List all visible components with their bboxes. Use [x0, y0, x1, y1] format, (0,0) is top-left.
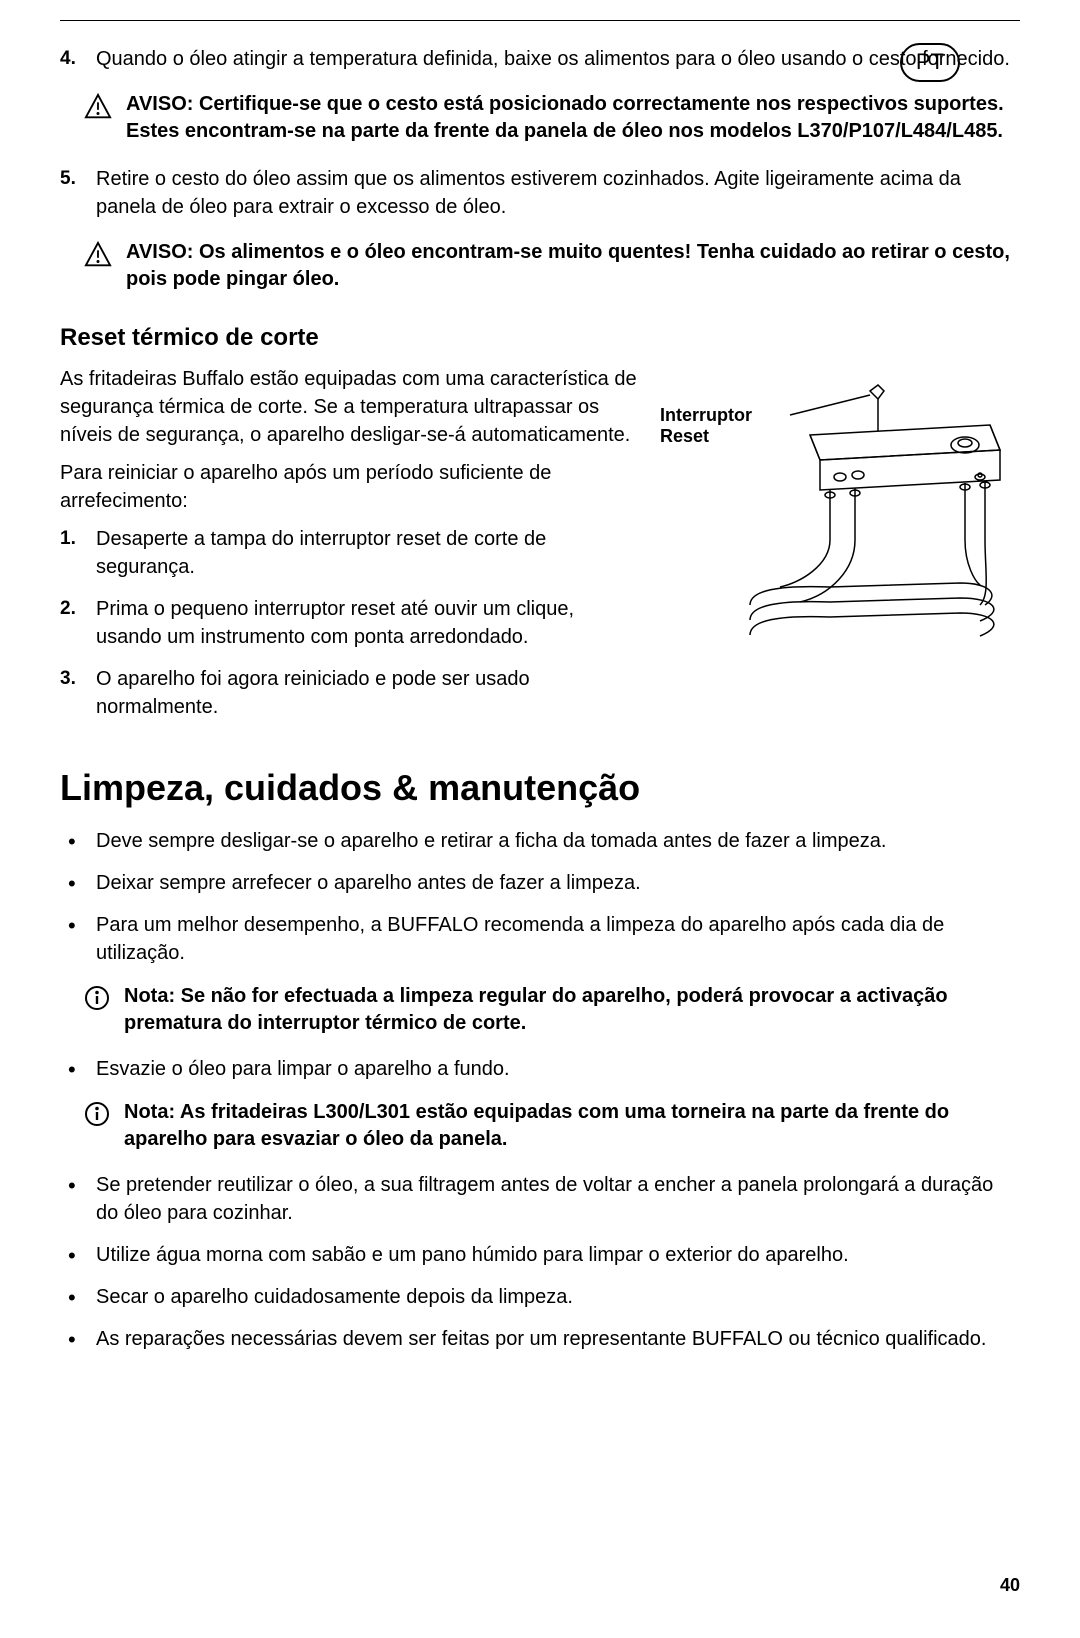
list-item: As reparações necessárias devem ser feit…: [90, 1325, 1020, 1353]
step-4: 4. Quando o óleo atingir a temperatura d…: [90, 45, 1020, 73]
step-5: 5. Retire o cesto do óleo assim que os a…: [90, 165, 1020, 221]
warning-text: AVISO: Os alimentos e o óleo encontram-s…: [126, 239, 1020, 293]
bullet-list-2: Esvazie o óleo para limpar o aparelho a …: [60, 1055, 1020, 1083]
step-num: 4.: [60, 46, 76, 73]
warning-icon: [84, 93, 112, 119]
reset-switch-label: Interruptor Reset: [660, 405, 752, 448]
note-text: Nota: As fritadeiras L300/L301 estão equ…: [124, 1099, 1020, 1153]
step-text: Prima o pequeno interruptor reset até ou…: [96, 598, 574, 648]
step-num: 3.: [60, 666, 76, 693]
list-item: Para um melhor desempenho, a BUFFALO rec…: [90, 911, 1020, 967]
reset-steps: 1. Desaperte a tampa do interruptor rese…: [60, 525, 640, 721]
note-2: Nota: As fritadeiras L300/L301 estão equ…: [60, 1097, 1020, 1161]
list-item: Deve sempre desligar-se o aparelho e ret…: [90, 827, 1020, 855]
step-num: 1.: [60, 526, 76, 553]
reset-diagram-column: Interruptor Reset: [660, 365, 1020, 673]
note-1: Nota: Se não for efectuada a limpeza reg…: [60, 981, 1020, 1045]
section-title: Limpeza, cuidados & manutenção: [60, 763, 1020, 813]
bullet-list-3: Se pretender reutilizar o óleo, a sua fi…: [60, 1171, 1020, 1353]
step-text: Quando o óleo atingir a temperatura defi…: [96, 48, 1010, 70]
list-item: Esvazie o óleo para limpar o aparelho a …: [90, 1055, 1020, 1083]
warning-2: AVISO: Os alimentos e o óleo encontram-s…: [60, 235, 1020, 303]
warning-1: AVISO: Certifique-se que o cesto está po…: [60, 87, 1020, 155]
step-num: 2.: [60, 596, 76, 623]
numbered-list-top-2: 5. Retire o cesto do óleo assim que os a…: [60, 165, 1020, 221]
numbered-list-top: 4. Quando o óleo atingir a temperatura d…: [60, 45, 1020, 73]
page-number: 40: [60, 1573, 1020, 1598]
reset-step-3: 3. O aparelho foi agora reiniciado e pod…: [90, 665, 640, 721]
reset-step-1: 1. Desaperte a tampa do interruptor rese…: [90, 525, 640, 581]
warning-text: AVISO: Certifique-se que o cesto está po…: [126, 91, 1020, 145]
reset-heading: Reset térmico de corte: [60, 321, 1020, 355]
note-text: Nota: Se não for efectuada a limpeza reg…: [124, 983, 1020, 1037]
warning-icon: [84, 241, 112, 267]
top-rule: PT: [60, 20, 1020, 21]
reset-p2: Para reiniciar o aparelho após um períod…: [60, 459, 640, 515]
info-icon: [84, 1101, 110, 1127]
list-item: Se pretender reutilizar o óleo, a sua fi…: [90, 1171, 1020, 1227]
reset-step-2: 2. Prima o pequeno interruptor reset até…: [90, 595, 640, 651]
list-item: Utilize água morna com sabão e um pano h…: [90, 1241, 1020, 1269]
reset-text-column: As fritadeiras Buffalo estão equipadas c…: [60, 365, 640, 735]
reset-label-line2: Reset: [660, 426, 709, 446]
reset-label-line1: Interruptor: [660, 405, 752, 425]
step-num: 5.: [60, 166, 76, 193]
step-text: O aparelho foi agora reiniciado e pode s…: [96, 668, 530, 718]
bullet-list-1: Deve sempre desligar-se o aparelho e ret…: [60, 827, 1020, 967]
list-item: Deixar sempre arrefecer o aparelho antes…: [90, 869, 1020, 897]
reset-section: As fritadeiras Buffalo estão equipadas c…: [60, 365, 1020, 735]
list-item: Secar o aparelho cuidadosamente depois d…: [90, 1283, 1020, 1311]
reset-p1: As fritadeiras Buffalo estão equipadas c…: [60, 365, 640, 449]
info-icon: [84, 985, 110, 1011]
step-text: Retire o cesto do óleo assim que os alim…: [96, 168, 961, 218]
step-text: Desaperte a tampa do interruptor reset d…: [96, 528, 546, 578]
